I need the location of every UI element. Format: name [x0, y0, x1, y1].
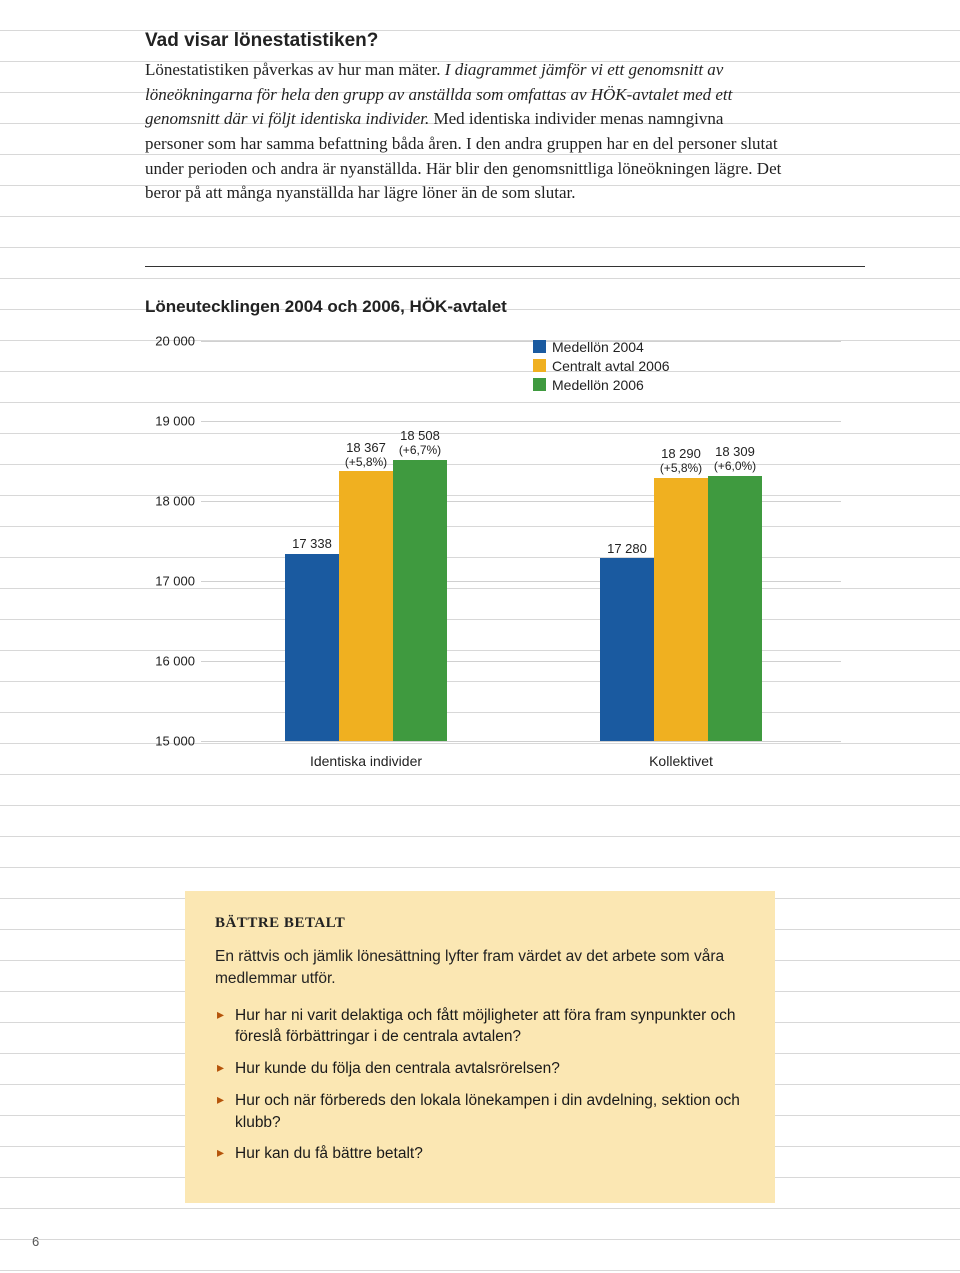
page-content: Vad visar lönestatistiken? Lönestatistik… — [0, 0, 960, 1273]
bar: 18 290(+5,8%) — [654, 478, 708, 741]
callout-text: En rättvis och jämlik lönesättning lyfte… — [215, 946, 745, 991]
intro-lead: Lönestatistiken påverkas av hur man mäte… — [145, 58, 785, 206]
legend-label: Centralt avtal 2006 — [552, 358, 670, 374]
legend-swatch — [533, 378, 546, 391]
bar-value-label: 18 508(+6,7%) — [380, 429, 460, 458]
section-divider — [145, 266, 865, 267]
bar: 17 280 — [600, 558, 654, 740]
y-tick-label: 15 000 — [145, 733, 195, 748]
bar: 17 338 — [285, 554, 339, 741]
callout-list-item: Hur har ni varit delaktiga och fått möjl… — [215, 1005, 745, 1048]
y-tick-label: 19 000 — [145, 413, 195, 428]
bar-value-label: 18 309(+6,0%) — [695, 445, 775, 474]
callout-list: Hur har ni varit delaktiga och fått möjl… — [215, 1005, 745, 1165]
chart-legend: Medellön 2004 Centralt avtal 2006 Medellön… — [533, 339, 670, 396]
legend-row: Centralt avtal 2006 — [533, 358, 670, 374]
callout-list-item: Hur och när förbereds den lokala lönekam… — [215, 1090, 745, 1133]
legend-row: Medellön 2006 — [533, 377, 670, 393]
callout-list-item: Hur kan du få bättre betalt? — [215, 1143, 745, 1165]
bar: 18 367(+5,8%) — [339, 471, 393, 740]
intro-lead-plain: Lönestatistiken påverkas av hur man mäte… — [145, 60, 445, 79]
page-number: 6 — [32, 1234, 39, 1249]
bar-chart: 15 00016 00017 00018 00019 00020 000Mede… — [145, 341, 865, 771]
callout-box: BÄTTRE BETALT En rättvis och jämlik löne… — [185, 891, 775, 1203]
chart-plot-area: 15 00016 00017 00018 00019 00020 000Mede… — [201, 341, 841, 741]
legend-row: Medellön 2004 — [533, 339, 670, 355]
legend-swatch — [533, 359, 546, 372]
chart-title: Löneutecklingen 2004 och 2006, HÖK-avtal… — [145, 297, 900, 317]
legend-label: Medellön 2006 — [552, 377, 644, 393]
y-tick-label: 17 000 — [145, 573, 195, 588]
bar: 18 309(+6,0%) — [708, 476, 762, 741]
legend-label: Medellön 2004 — [552, 339, 644, 355]
gridline — [201, 421, 841, 422]
y-tick-label: 18 000 — [145, 493, 195, 508]
gridline — [201, 341, 841, 342]
callout-heading: BÄTTRE BETALT — [215, 915, 745, 932]
legend-swatch — [533, 340, 546, 353]
y-tick-label: 20 000 — [145, 333, 195, 348]
x-axis-label: Kollektivet — [581, 753, 781, 769]
y-tick-label: 16 000 — [145, 653, 195, 668]
intro-heading: Vad visar lönestatistiken? — [145, 30, 900, 52]
callout-list-item: Hur kunde du följa den centrala avtalsrö… — [215, 1058, 745, 1080]
gridline — [201, 741, 841, 742]
bar: 18 508(+6,7%) — [393, 460, 447, 741]
x-axis-label: Identiska individer — [266, 753, 466, 769]
